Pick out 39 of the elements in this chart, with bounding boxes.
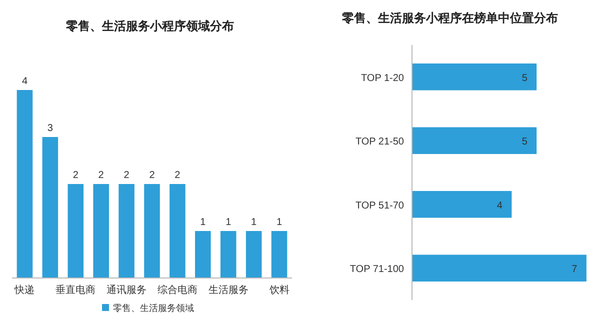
bar [144,184,160,278]
bar [118,184,134,278]
data-label: 2 [98,170,104,181]
data-label: 1 [200,217,206,228]
data-label: 1 [251,217,258,228]
data-label: 3 [47,123,54,134]
data-label: 4 [496,200,503,212]
bar [271,231,288,278]
bar [246,231,262,278]
data-label: 2 [124,170,130,181]
data-label: 5 [522,136,528,148]
x-tick-label: 快递 [14,284,35,296]
chart-title: 零售、生活服务小程序在榜单中位置分布 [341,11,558,25]
y-tick-label: TOP 51-70 [355,200,404,212]
y-tick-label: TOP 21-50 [355,136,404,148]
data-label: 5 [522,72,528,84]
bar [93,184,109,278]
y-tick-label: TOP 71-100 [350,264,404,276]
x-tick-label: 饮料 [268,284,290,296]
x-tick-label: 生活服务 [208,284,248,296]
chart-title: 零售、生活服务小程序领域分布 [65,19,234,33]
data-label: 1 [276,217,282,228]
data-label: 2 [72,170,79,181]
bar [42,137,58,278]
data-label: 2 [149,170,156,181]
x-tick-label: 通讯服务 [106,284,147,296]
x-tick-label: 综合电商 [157,284,198,296]
bar [170,184,186,278]
bar [220,231,236,278]
y-tick-label: TOP 1-20 [361,72,404,84]
bar [68,184,84,278]
x-tick-label: 垂直电商 [56,284,96,296]
bar [195,231,211,278]
data-label: 4 [22,76,28,87]
data-label: 7 [572,264,578,276]
data-label: 2 [174,170,181,181]
legend-label: 零售、生活服务领域 [113,303,194,313]
bar [16,90,33,278]
data-label: 1 [226,217,232,228]
